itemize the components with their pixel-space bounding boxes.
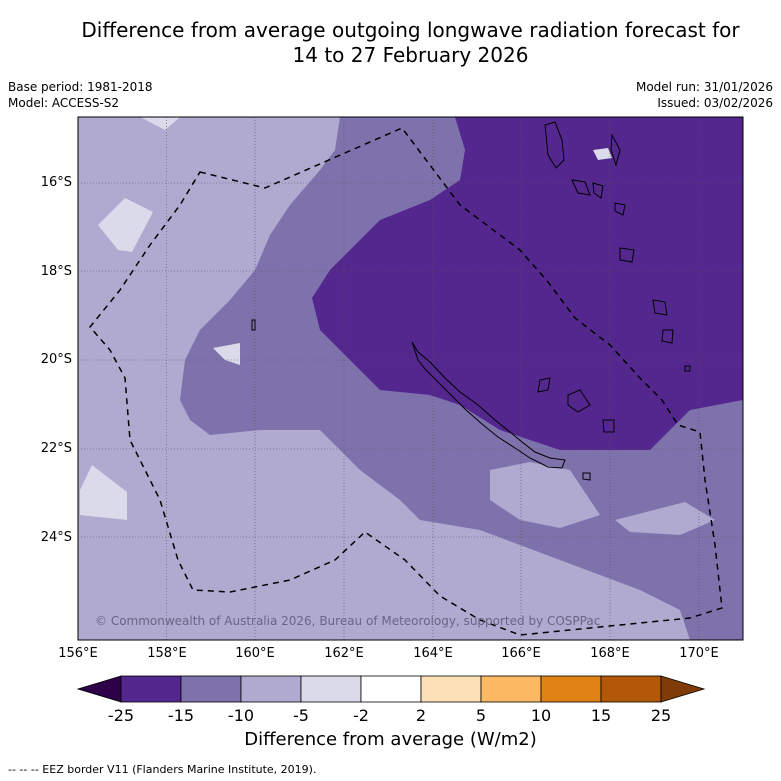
graticule: [78, 117, 743, 640]
cb-tick-9: 25: [650, 706, 672, 725]
legend-footer: -- -- -- EEZ border V11 (Flanders Marine…: [8, 763, 317, 776]
lat-label-24s: 24°S: [40, 530, 72, 545]
lat-label-16s: 16°S: [40, 175, 72, 190]
colorbar-over-arrow: [660, 675, 706, 703]
coast-new-caledonia: [411, 341, 566, 469]
lon-label-164e: 164°E: [413, 646, 453, 661]
lon-label-160e: 160°E: [235, 646, 275, 661]
lon-label-156e: 156°E: [58, 646, 98, 661]
cb-tick-6: 5: [475, 706, 487, 725]
anomaly-field: [78, 117, 743, 640]
lat-label-18s: 18°S: [40, 264, 72, 279]
title-line-2: 14 to 27 February 2026: [292, 43, 529, 67]
anomaly-patch-east-light: [490, 462, 600, 528]
anomaly-patch-far-east-light: [615, 502, 715, 535]
coastlines: [251, 121, 691, 481]
coast-chesterfield: [251, 319, 256, 331]
cb-tick-8: 15: [590, 706, 612, 725]
map-frame: [77, 116, 744, 641]
anomaly-patch-north-pale: [140, 117, 180, 130]
colorbar: [76, 675, 706, 703]
coast-isle-of-pines: [582, 472, 591, 481]
cb-tick-5: 2: [415, 706, 427, 725]
cb-tick-0: -25: [107, 706, 135, 725]
colorbar-swatch: [300, 675, 362, 703]
meta-right: Model run: 31/01/2026 Issued: 03/02/2026: [636, 79, 773, 111]
coast-ambrym: [592, 182, 604, 199]
cb-tick-4: -2: [353, 706, 369, 725]
coast-loyalty-3: [602, 419, 615, 433]
lat-label-22s: 22°S: [40, 441, 72, 456]
anomaly-patch-central-pale: [213, 343, 240, 365]
anomaly-band-minus15-to-minus25: [312, 117, 743, 450]
title-line-1: Difference from average outgoing longwav…: [81, 18, 740, 42]
coast-epi: [614, 202, 626, 216]
colorbar-swatch: [240, 675, 302, 703]
anomaly-patch-vanuatu-pale: [593, 148, 612, 160]
anomaly-patch-west-pale: [98, 198, 153, 252]
coast-erromango: [652, 299, 668, 316]
colorbar-swatch: [120, 675, 182, 703]
eez-border: [89, 127, 723, 636]
cb-tick-3: -5: [293, 706, 309, 725]
lon-label-162e: 162°E: [324, 646, 364, 661]
colorbar-label: Difference from average (W/m2): [244, 729, 537, 750]
colorbar-swatch: [360, 675, 422, 703]
anomaly-patch-southwest-pale: [80, 465, 127, 520]
colorbar-swatch: [180, 675, 242, 703]
coast-loyalty-2: [567, 389, 591, 413]
base-period: Base period: 1981-2018: [8, 80, 153, 94]
colorbar-under-arrow: [76, 675, 122, 703]
lat-label-20s: 20°S: [40, 352, 72, 367]
lon-label-170e: 170°E: [679, 646, 719, 661]
colorbar-swatch: [540, 675, 602, 703]
coast-malakula: [571, 179, 591, 196]
lon-label-166e: 166°E: [501, 646, 541, 661]
map-title: Difference from average outgoing longwav…: [0, 18, 781, 68]
copyright-notice: © Commonwealth of Australia 2026, Bureau…: [95, 614, 601, 628]
cb-tick-1: -15: [167, 706, 195, 725]
issued-date: Issued: 03/02/2026: [657, 96, 773, 110]
lon-label-168e: 168°E: [590, 646, 630, 661]
coast-maewo: [610, 133, 621, 167]
coast-efate: [619, 247, 635, 263]
colorbar-swatch: [480, 675, 542, 703]
coast-loyalty-1: [537, 377, 551, 393]
colorbar-swatch: [420, 675, 482, 703]
cb-tick-7: 10: [530, 706, 552, 725]
lon-label-158e: 158°E: [147, 646, 187, 661]
coast-espiritu-santo: [544, 121, 565, 169]
model-run: Model run: 31/01/2026: [635, 80, 773, 94]
cb-tick-2: -10: [227, 706, 255, 725]
coast-tanna: [661, 329, 674, 344]
colorbar-swatch: [600, 675, 662, 703]
meta-left: Base period: 1981-2018 Model: ACCESS-S2: [8, 79, 153, 111]
coast-aneityum: [684, 365, 691, 372]
model-name: Model: ACCESS-S2: [8, 96, 120, 110]
